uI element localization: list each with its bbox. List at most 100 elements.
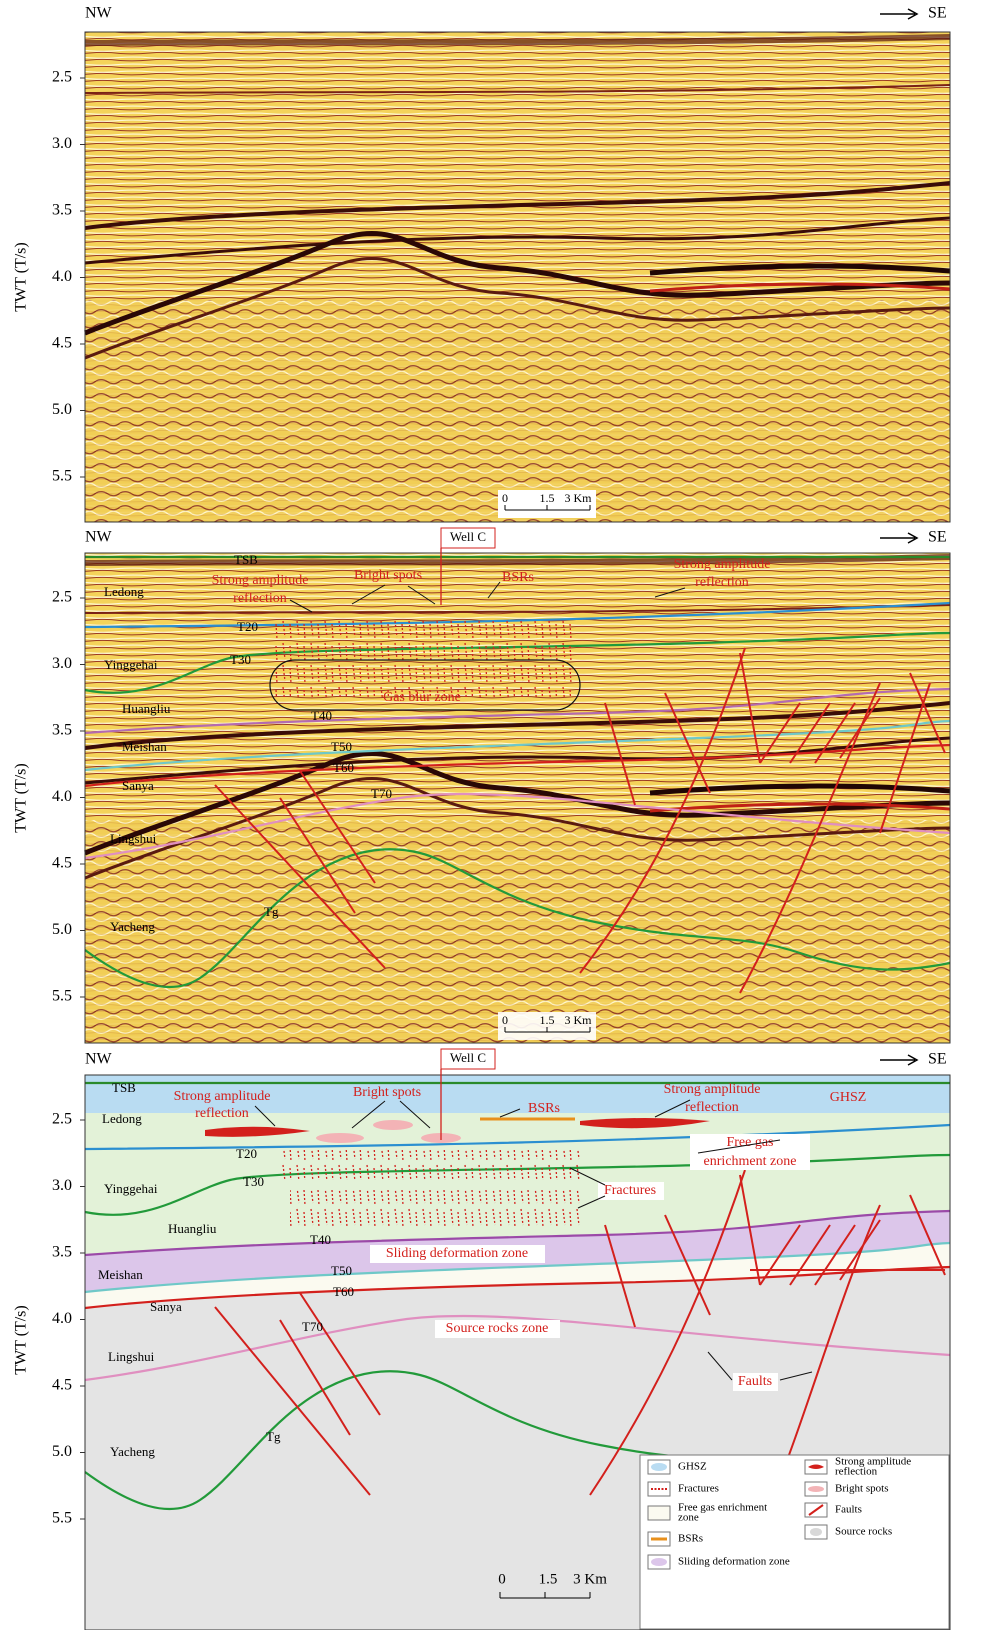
formation-label: Huangliu — [122, 701, 171, 716]
y-tick-label: 4.0 — [52, 1310, 72, 1327]
y-tick-label: 3.5 — [52, 202, 72, 219]
horizon-label: TSB — [234, 552, 258, 567]
annotation: Bright spots — [354, 568, 422, 583]
formation-label: Sanya — [150, 1299, 182, 1314]
direction-arrow — [880, 1055, 917, 1065]
y-axis-label: TWT (T/s) — [13, 1305, 30, 1374]
direction-left: NW — [85, 1051, 113, 1068]
horizon-label: Tg — [264, 904, 279, 919]
direction-arrow — [880, 9, 917, 19]
annotation: GHSZ — [830, 1090, 867, 1105]
annotation: Free gas — [726, 1135, 773, 1150]
y-tick-label: 2.5 — [52, 1111, 72, 1128]
y-tick-label: 5.5 — [52, 988, 72, 1005]
horizon-label: T20 — [237, 619, 258, 634]
bright-spot — [373, 1120, 413, 1130]
scale-label: 3 Km — [573, 1571, 607, 1587]
y-ticks: 2.53.03.54.04.55.05.5 — [52, 1111, 85, 1527]
horizon-label: TSB — [112, 1080, 136, 1095]
horizon-label: T70 — [302, 1319, 323, 1334]
fractures — [275, 618, 575, 698]
legend-label: Fractures — [678, 1483, 719, 1495]
horizon-label: T30 — [230, 652, 251, 667]
formation-label: Yinggehai — [104, 1181, 158, 1196]
y-tick-label: 2.5 — [52, 589, 72, 606]
y-tick-label: 4.0 — [52, 268, 72, 285]
scale-label: 0 — [502, 1013, 508, 1027]
direction-left: NW — [85, 529, 113, 546]
bright-spot — [316, 1133, 364, 1143]
y-axis-label: TWT (T/s) — [13, 763, 30, 832]
scale-label: 0 — [498, 1571, 506, 1587]
formation-label: Lingshui — [110, 831, 157, 846]
legend-label: reflection — [835, 1466, 878, 1478]
y-ticks: 2.5 3.0 3.5 4.0 4.5 5.0 5.5 — [52, 69, 85, 485]
y-tick-label: 5.0 — [52, 921, 72, 938]
legend-label: Sliding deformation zone — [678, 1556, 790, 1568]
annotation: reflection — [695, 575, 749, 590]
annotation: reflection — [195, 1106, 249, 1121]
formation-label: Huangliu — [168, 1221, 217, 1236]
y-tick-label: 5.5 — [52, 1510, 72, 1527]
y-tick-label: 5.5 — [52, 468, 72, 485]
y-tick-label: 4.5 — [52, 335, 72, 352]
horizon-label: T30 — [243, 1174, 264, 1189]
y-tick-label: 4.5 — [52, 1377, 72, 1394]
y-tick-label: 3.0 — [52, 135, 72, 152]
y-tick-label: 5.0 — [52, 401, 72, 418]
panel-3: NW SE TWT (T/s) 2.53.03.54.04.55 — [13, 1049, 950, 1630]
formation-label: Sanya — [122, 778, 154, 793]
formation-label: Yacheng — [110, 919, 155, 934]
annotation: reflection — [233, 591, 287, 606]
horizon-label: T60 — [333, 760, 354, 775]
annotation: Sliding deformation zone — [386, 1246, 528, 1261]
annotation: Gas blur zone — [383, 690, 461, 705]
legend-swatch — [648, 1506, 670, 1520]
horizon-label: T60 — [333, 1284, 354, 1299]
scale-label: 0 — [502, 491, 508, 505]
horizon-label: T40 — [311, 708, 332, 723]
horizon-label: Tg — [266, 1429, 281, 1444]
annotation: enrichment zone — [704, 1154, 797, 1169]
scale-label: 1.5 — [539, 1571, 558, 1587]
annotation: Bright spots — [353, 1085, 421, 1100]
annotation: reflection — [685, 1100, 739, 1115]
seismic-chaotic — [85, 820, 950, 1043]
legend-label: zone — [678, 1512, 699, 1524]
legend-label: BSRs — [678, 1533, 703, 1545]
horizon-label: T50 — [331, 739, 352, 754]
annotation: Strong amplitude — [664, 1082, 761, 1097]
formation-label: Meishan — [98, 1267, 143, 1282]
annotation: Faults — [738, 1374, 772, 1389]
direction-right: SE — [928, 5, 947, 22]
scale-label: 1.5 — [540, 1013, 555, 1027]
formation-label: Yacheng — [110, 1444, 155, 1459]
scale-label: 3 Km — [565, 491, 593, 505]
scale-label: 1.5 — [540, 491, 555, 505]
annotation: Strong amplitude — [212, 573, 309, 588]
y-ticks: 2.5 3.0 3.5 4.0 4.5 5.0 5.5 — [52, 589, 85, 1005]
legend: GHSZ Fractures Free gas enrichment zone … — [640, 1455, 949, 1629]
y-axis-label: TWT (T/s) — [13, 242, 30, 311]
y-tick-label: 3.0 — [52, 655, 72, 672]
y-tick-label: 4.5 — [52, 855, 72, 872]
y-tick-label: 4.0 — [52, 788, 72, 805]
y-tick-label: 3.5 — [52, 722, 72, 739]
well-label: Well C — [450, 529, 486, 544]
horizon-label: T40 — [310, 1232, 331, 1247]
annotation: BSRs — [528, 1101, 560, 1116]
formation-label: Lingshui — [108, 1349, 155, 1364]
direction-arrow — [880, 533, 917, 543]
y-tick-label: 3.0 — [52, 1177, 72, 1194]
y-tick-label: 2.5 — [52, 69, 72, 86]
fractures — [280, 1150, 580, 1180]
annotation: Fractures — [604, 1183, 656, 1198]
annotation: Strong amplitude — [174, 1089, 271, 1104]
seismic-chaotic — [85, 300, 950, 522]
formation-label: Meishan — [122, 739, 167, 754]
scale-label: 3 Km — [565, 1013, 593, 1027]
y-tick-label: 5.0 — [52, 1443, 72, 1460]
legend-label: Faults — [835, 1504, 862, 1516]
well-label: Well C — [450, 1050, 486, 1065]
legend-label: Bright spots — [835, 1483, 888, 1495]
